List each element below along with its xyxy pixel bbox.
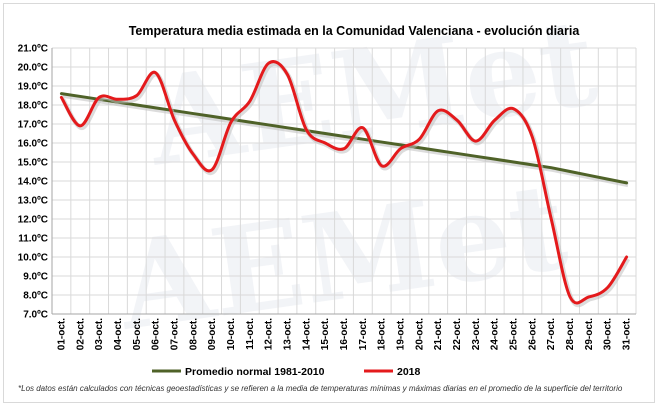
x-tick-label: 27-oct. (546, 318, 557, 350)
x-tick-label: 20-oct. (414, 318, 425, 350)
y-tick-label: 10.0ºC (18, 253, 48, 264)
y-tick-label: 7.0ºC (23, 310, 48, 321)
y-tick-label: 17.0ºC (18, 120, 48, 131)
series-line-normal-shadow (62, 93, 629, 188)
x-tick-label: 09-oct. (207, 318, 218, 350)
chart: AEMet AEMet Temperatura media estimada e… (18, 4, 637, 393)
y-tick-label: 11.0ºC (18, 234, 48, 245)
x-tick-label: 25-oct. (509, 318, 520, 350)
y-tick-label: 8.0ºC (23, 291, 48, 302)
y-tick-label: 15.0ºC (18, 158, 48, 169)
x-tick-label: 26-oct. (527, 318, 538, 350)
x-tick-label: 22-oct. (452, 318, 463, 350)
legend: Promedio normal 1981-2010 2018 (152, 366, 421, 378)
y-tick-label: 12.0ºC (18, 215, 48, 226)
x-axis-ticks: 01-oct. 02-oct. 03-oct. 04-oct. 05-oct. 06-oc… (56, 318, 632, 350)
x-tick-label: 10-oct. (226, 318, 237, 350)
x-tick-label: 16-oct. (339, 318, 350, 350)
x-tick-label: 23-oct. (471, 318, 482, 350)
x-tick-label: 03-oct. (94, 318, 105, 350)
chart-frame: AEMet AEMet Temperatura media estimada e… (3, 3, 655, 403)
x-tick-label: 06-oct. (151, 318, 162, 350)
x-tick-label: 02-oct. (75, 318, 86, 350)
x-tick-label: 13-oct. (282, 318, 293, 350)
x-tick-label: 05-oct. (132, 318, 143, 350)
y-tick-label: 18.0ºC (18, 101, 48, 112)
y-tick-label: 13.0ºC (18, 196, 48, 207)
x-tick-label: 28-oct. (565, 318, 576, 350)
x-tick-label: 19-oct. (396, 318, 407, 350)
x-tick-label: 04-oct. (113, 318, 124, 350)
x-tick-label: 11-oct. (245, 318, 256, 350)
series-lines (59, 60, 631, 308)
x-tick-label: 18-oct. (377, 318, 388, 350)
x-tick-label: 12-oct. (264, 318, 275, 350)
x-tick-label: 24-oct. (490, 318, 501, 350)
legend-label-2018: 2018 (397, 366, 421, 378)
footnote: *Los datos están calculados con técnicas… (18, 384, 623, 393)
x-tick-label: 30-oct. (603, 318, 614, 350)
x-tick-label: 01-oct. (56, 318, 67, 350)
x-tick-label: 17-oct. (358, 318, 369, 350)
y-tick-label: 9.0ºC (23, 272, 48, 283)
x-tick-label: 31-oct. (622, 318, 633, 350)
chart-title: Temperatura media estimada en la Comunid… (129, 24, 581, 38)
x-tick-label: 07-oct. (169, 318, 180, 350)
x-tick-label: 21-oct. (433, 318, 444, 350)
x-tick-label: 14-oct. (301, 318, 312, 350)
x-tick-label: 29-oct. (584, 318, 595, 350)
x-tick-label: 15-oct. (320, 318, 331, 350)
y-tick-label: 19.0ºC (18, 82, 48, 93)
x-tick-label: 08-oct. (188, 318, 199, 350)
y-tick-label: 14.0ºC (18, 177, 48, 188)
grid-lines (51, 47, 637, 315)
y-tick-label: 16.0ºC (18, 139, 48, 150)
y-tick-label: 21.0ºC (18, 44, 48, 55)
y-tick-label: 20.0ºC (18, 63, 48, 74)
legend-label-normal: Promedio normal 1981-2010 (185, 366, 325, 378)
y-axis-ticks: 7.0ºC 8.0ºC 9.0ºC 10.0ºC 11.0ºC 12.0ºC 13.0ºC 1… (18, 44, 48, 321)
